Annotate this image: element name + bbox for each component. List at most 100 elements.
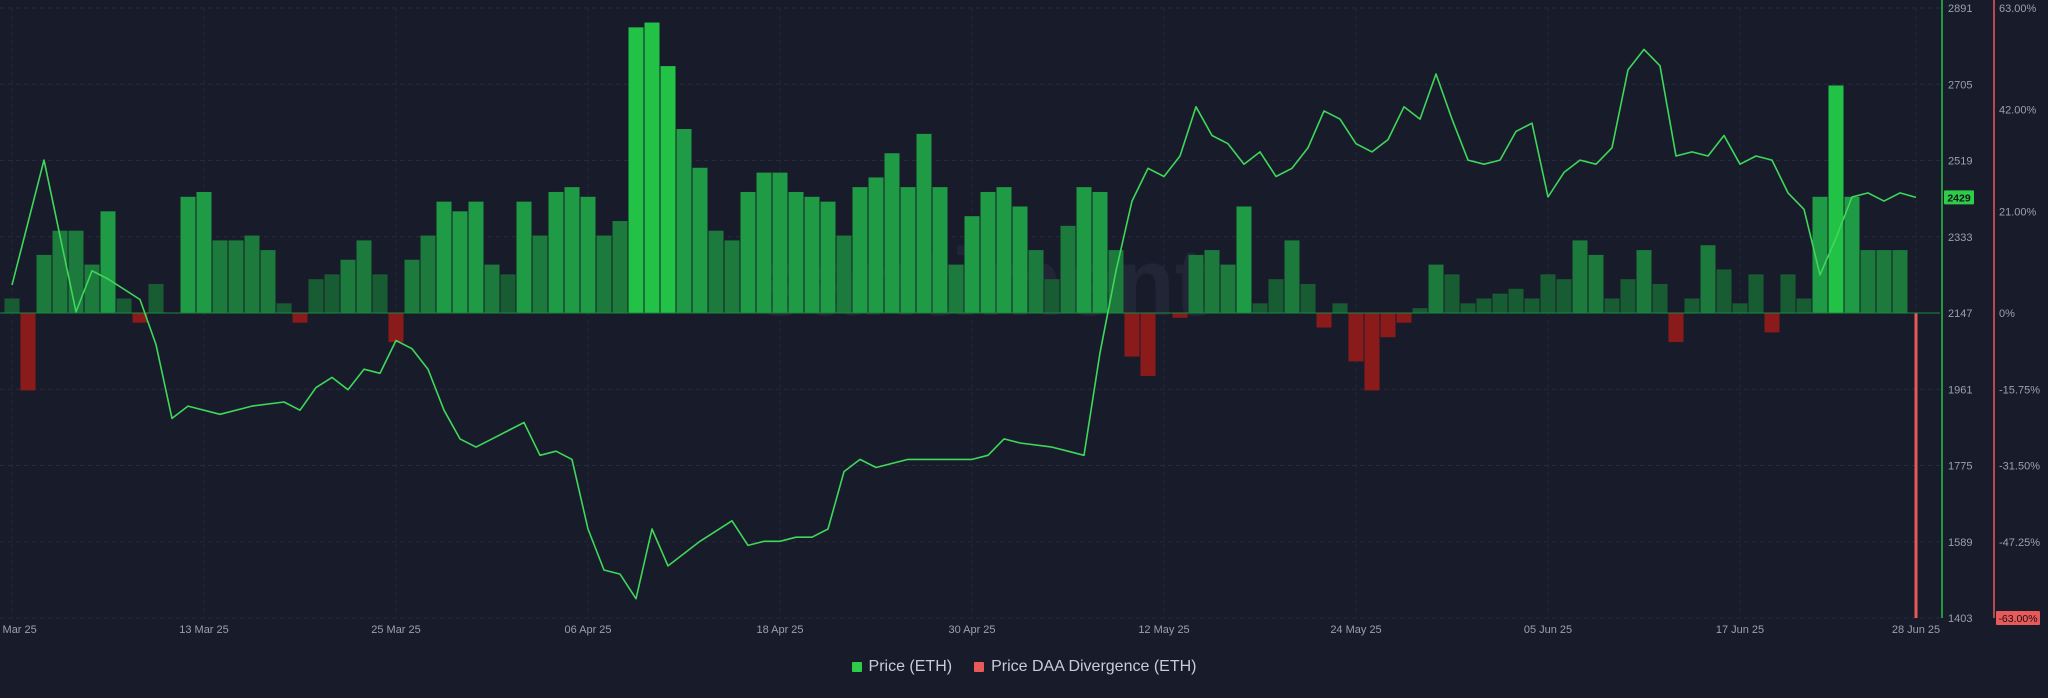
divergence-bar: [20, 313, 36, 391]
divergence-bar: [484, 264, 500, 313]
divergence-bar: [132, 313, 148, 323]
divergence-bar: [1444, 274, 1460, 313]
divergence-bar: [1620, 279, 1636, 313]
divergence-bar: [1914, 313, 1918, 618]
divergence-bar: [676, 129, 692, 313]
price-tick-label: 1589: [1948, 537, 1972, 549]
divergence-bar: [948, 264, 964, 313]
divergence-bar: [532, 235, 548, 313]
divergence-bar: [1172, 313, 1188, 318]
divergence-bar: [196, 191, 212, 313]
divergence-bar: [420, 235, 436, 313]
divergence-bar: [1556, 279, 1572, 313]
divergence-bar: [436, 201, 452, 313]
x-tick-label: 01 Mar 25: [0, 624, 37, 636]
x-tick-label: 05 Jun 25: [1524, 624, 1572, 636]
divergence-bar: [68, 230, 84, 313]
divergence-bar: [1076, 187, 1092, 313]
divergence-bar: [292, 313, 308, 323]
divergence-tick-label: 21.00%: [1999, 206, 2037, 218]
divergence-bar: [1508, 288, 1524, 313]
divergence-bar: [724, 240, 740, 313]
price-line: [11, 48, 1917, 600]
divergence-bar: [228, 240, 244, 313]
x-tick-label: 30 Apr 25: [948, 624, 995, 636]
divergence-bar: [212, 240, 228, 313]
legend-swatch-price: [851, 662, 862, 672]
divergence-tick-label: 63.00%: [1999, 3, 2037, 15]
divergence-bar: [612, 221, 628, 313]
divergence-bar: [1492, 293, 1508, 313]
divergence-bar: [180, 196, 196, 313]
divergence-bar: [1396, 313, 1412, 323]
x-tick-label: 13 Mar 25: [179, 624, 229, 636]
divergence-bar: [660, 66, 676, 313]
divergence-bar: [836, 235, 852, 313]
axes: 2891 2705 2519 2333 2147 1961 1775 1589 1403 63.0…: [0, 0, 2040, 636]
divergence-bar: [1572, 240, 1588, 313]
divergence-bar: [1364, 313, 1380, 391]
divergence-bar: [388, 313, 404, 343]
price-tick-label: 2519: [1948, 156, 1972, 168]
divergence-bar: [1108, 250, 1124, 313]
legend-swatch-divergence: [974, 662, 985, 672]
divergence-bar: [1652, 283, 1668, 313]
divergence-bar: [580, 196, 596, 313]
divergence-bar: [1780, 274, 1796, 313]
divergence-bar: [260, 250, 276, 313]
divergence-bar: [36, 254, 52, 313]
divergence-bar: [116, 298, 132, 313]
divergence-current-label: -63.00%: [1998, 613, 2037, 625]
divergence-bar: [1476, 298, 1492, 313]
divergence-bar: [1524, 298, 1540, 313]
divergence-bar: [244, 235, 260, 313]
price-tick-label: 2891: [1948, 3, 1972, 15]
divergence-tick-label: 42.00%: [1999, 105, 2037, 117]
x-tick-label: 12 May 25: [1138, 624, 1189, 636]
divergence-bar: [1028, 250, 1044, 313]
legend-item-divergence[interactable]: Price DAA Divergence (ETH): [974, 658, 1196, 676]
price-tick-label: 2705: [1948, 79, 1972, 91]
divergence-bar: [84, 264, 100, 313]
divergence-bar: [1428, 264, 1444, 313]
divergence-bar: [548, 191, 564, 313]
divergence-bar: [52, 230, 68, 313]
divergence-bar: [1188, 254, 1204, 313]
divergence-bar: [1796, 298, 1812, 313]
divergence-bar: [4, 298, 20, 313]
x-tick-label: 17 Jun 25: [1716, 624, 1764, 636]
divergence-bar: [644, 22, 660, 314]
legend-label-divergence: Price DAA Divergence (ETH): [991, 658, 1197, 675]
legend-item-price[interactable]: Price (ETH): [851, 658, 953, 676]
x-tick-label: 06 Apr 25: [564, 624, 611, 636]
divergence-bar: [1332, 303, 1348, 313]
divergence-bar: [1348, 313, 1364, 362]
divergence-tick-label: -31.50%: [1999, 461, 2040, 473]
divergence-bar: [1700, 245, 1716, 313]
divergence-bar: [596, 235, 612, 313]
divergence-bar: [1092, 191, 1108, 313]
legend-label-price: Price (ETH): [868, 658, 953, 675]
divergence-bar: [1236, 206, 1252, 313]
divergence-bar: [1380, 313, 1396, 338]
divergence-bar: [1892, 250, 1908, 313]
divergence-bar: [1460, 303, 1476, 313]
divergence-tick-label: 0%: [1999, 308, 2015, 320]
price-tick-label: 2333: [1948, 232, 1972, 244]
legend: Price (ETH) Price DAA Divergence (ETH): [0, 655, 2048, 679]
divergence-bar: [980, 191, 996, 313]
divergence-bar: [452, 211, 468, 313]
divergence-bar: [1748, 274, 1764, 313]
divergence-bar: [1412, 308, 1428, 313]
divergence-bar: [1732, 303, 1748, 313]
divergence-bar: [852, 187, 868, 313]
divergence-bar: [1060, 225, 1076, 313]
price-tick-label: 1775: [1948, 461, 1972, 473]
divergence-bar: [1252, 303, 1268, 313]
divergence-bar: [1012, 206, 1028, 313]
divergence-bar: [1204, 250, 1220, 313]
price-current-label: 2429: [1947, 192, 1971, 204]
divergence-bar: [516, 201, 532, 313]
divergence-tick-label: -47.25%: [1999, 537, 2040, 549]
